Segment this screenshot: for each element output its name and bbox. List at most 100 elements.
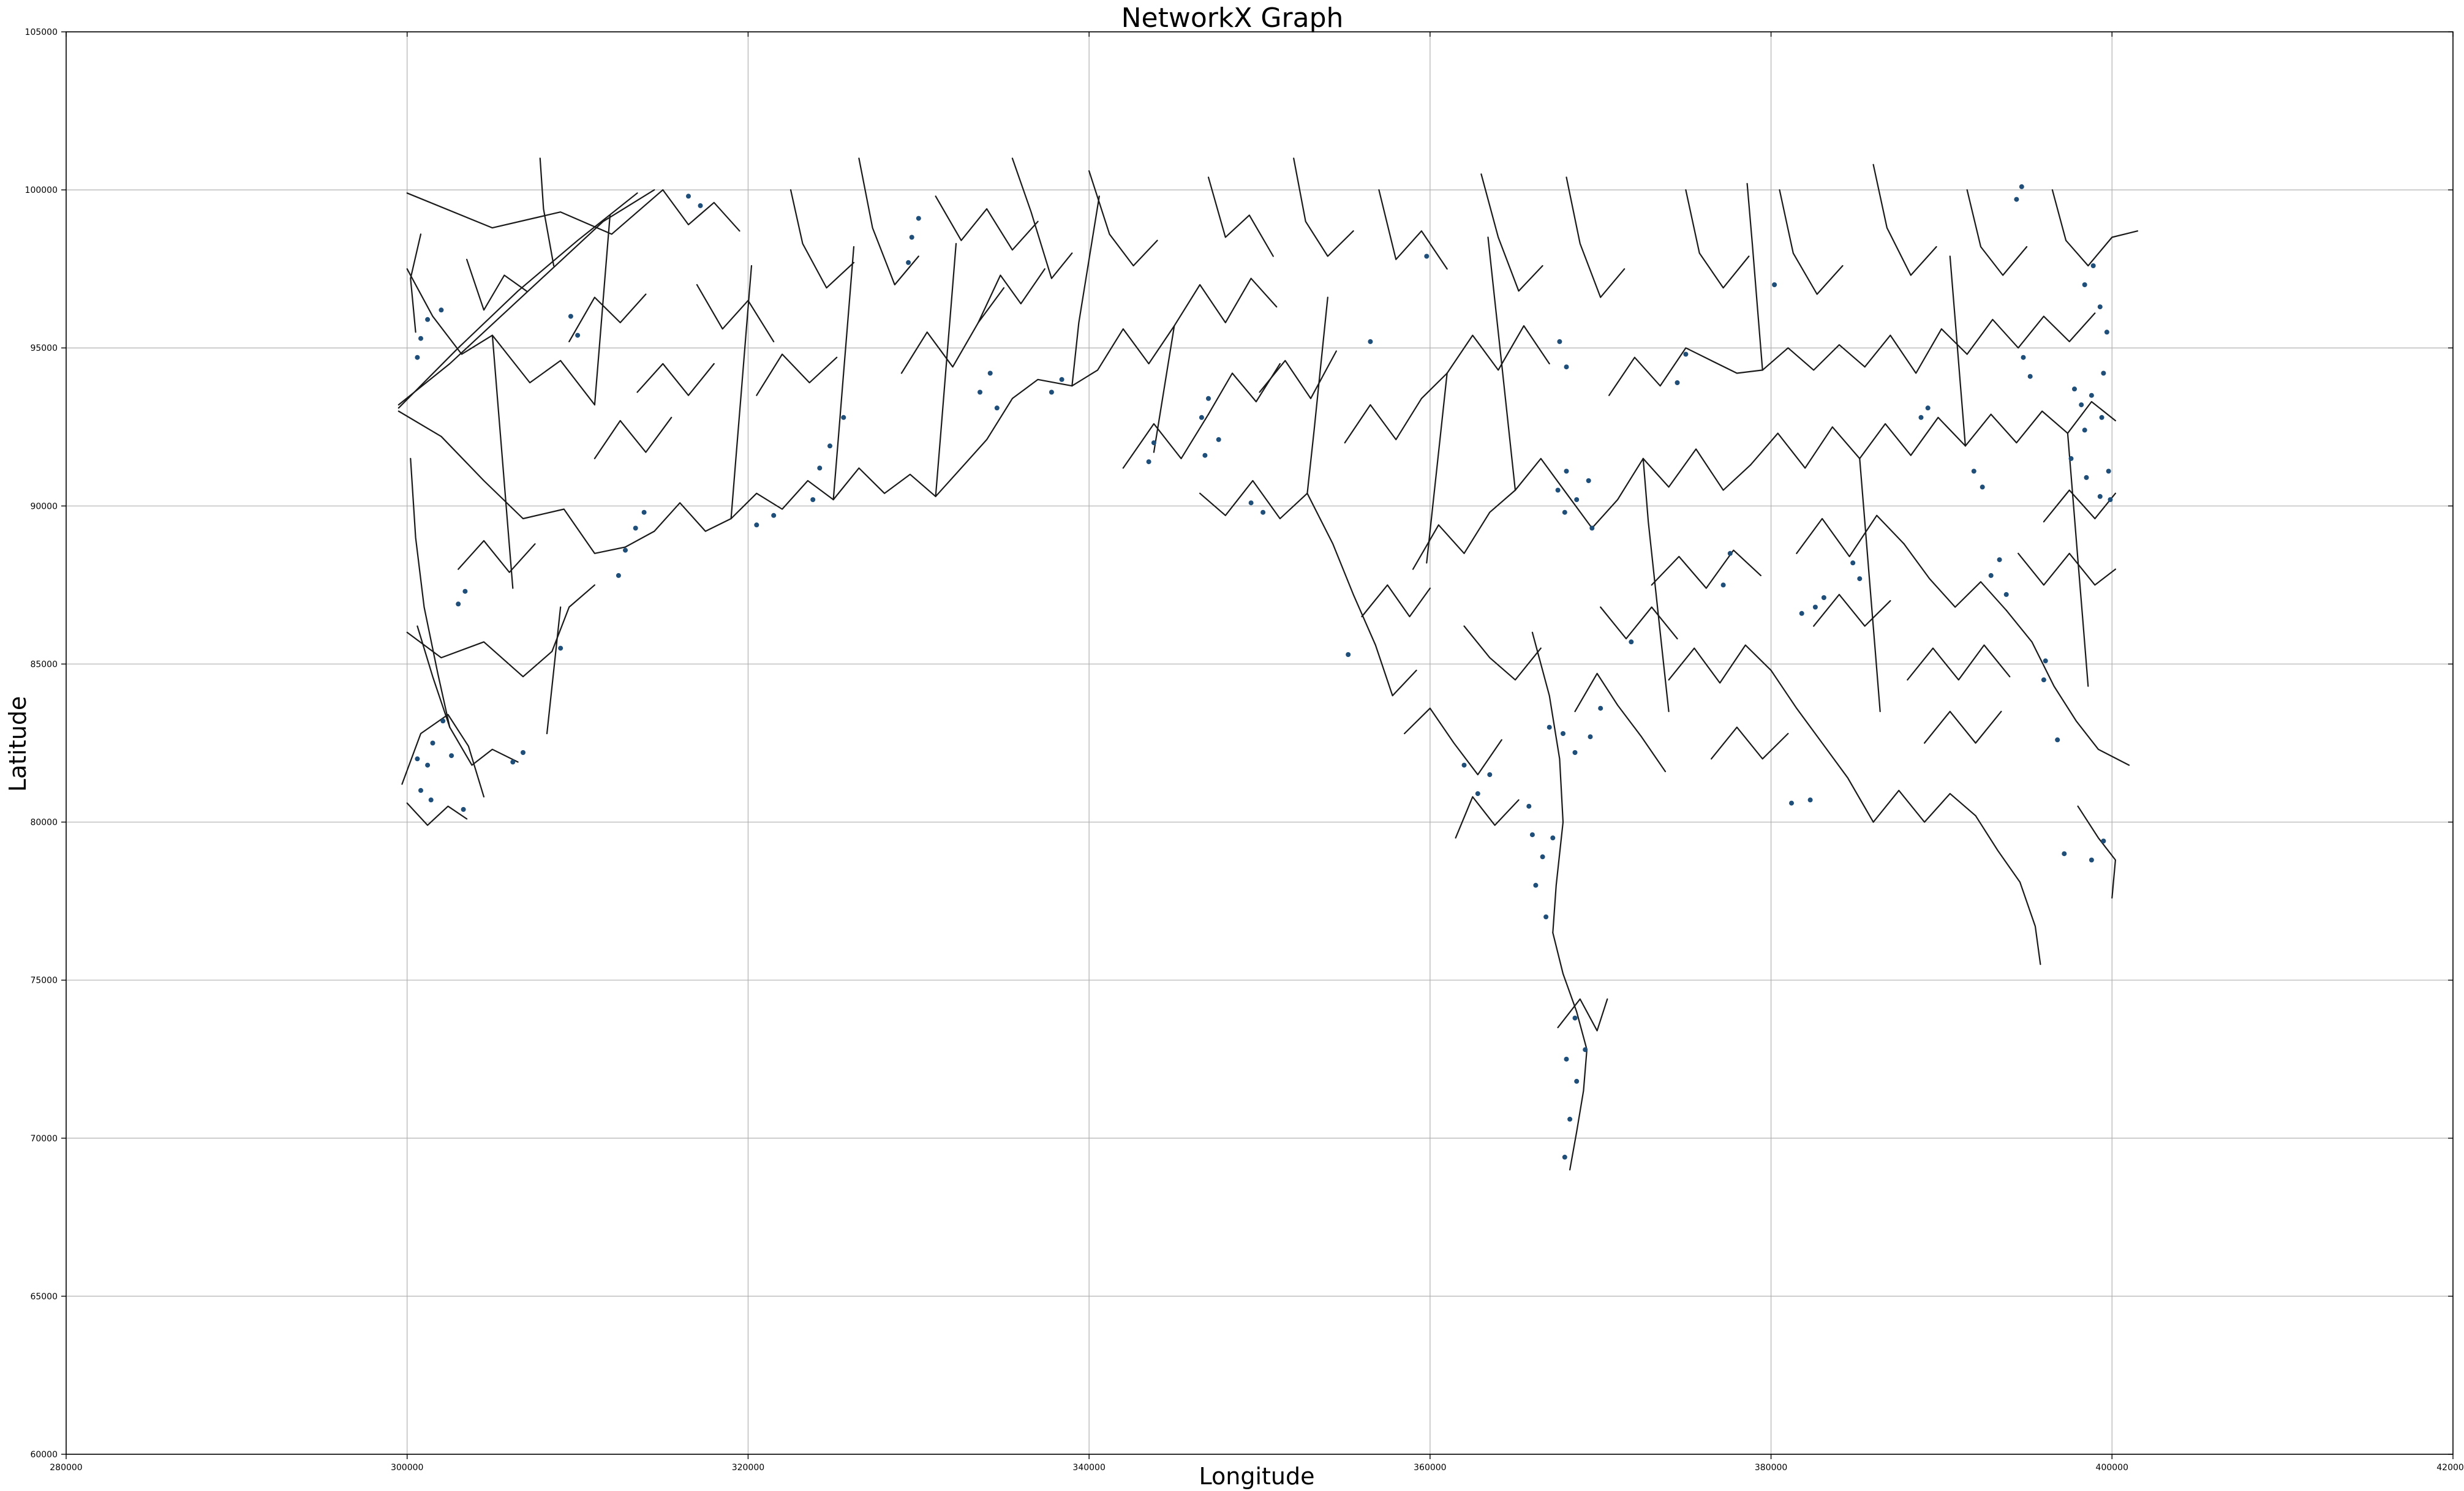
graph-edge	[1071, 325, 1175, 387]
graph-node	[1202, 453, 1208, 458]
graph-edge	[1514, 457, 1644, 529]
graph-node	[2019, 184, 2024, 189]
graph-edge	[1122, 413, 1210, 469]
graph-node	[2084, 475, 2089, 480]
graph-edge	[1711, 726, 1789, 760]
graph-edge	[1872, 789, 1976, 823]
graph-edge	[832, 246, 855, 501]
graph-node	[2106, 468, 2111, 474]
graph-node	[510, 759, 516, 765]
x-tick-label: 300000	[391, 1463, 423, 1473]
graph-node	[1475, 791, 1480, 797]
graph-node	[456, 601, 461, 607]
graph-node	[1997, 557, 2002, 563]
graph-edge	[1011, 157, 1073, 279]
graph-node	[1526, 803, 1532, 809]
graph-edge	[1174, 277, 1278, 327]
graph-node	[1564, 1056, 1569, 1062]
graph-edge	[1859, 457, 1881, 713]
graph-node	[1547, 724, 1552, 730]
graph-edge	[1966, 312, 2096, 355]
graph-edge	[2051, 189, 2139, 267]
graph-node	[2097, 304, 2103, 310]
x-tick-label: 420000	[2436, 1463, 2464, 1473]
graph-edge	[397, 192, 638, 409]
graph-node	[1216, 437, 1221, 442]
graph-edge	[1975, 815, 2041, 966]
graph-edge	[1907, 644, 2011, 681]
graph-node	[1555, 487, 1561, 493]
axes-frame	[66, 31, 2454, 1455]
graph-node	[623, 547, 628, 553]
graph-edge	[900, 287, 1005, 374]
graph-node	[425, 762, 431, 768]
graph-edge	[1344, 372, 1448, 444]
graph-edge	[1207, 176, 1274, 257]
graph-node	[2055, 737, 2060, 743]
graph-node	[641, 509, 647, 515]
graph-edge	[1455, 796, 1520, 839]
graph-node	[2082, 427, 2087, 433]
graph-edge	[1859, 416, 1966, 460]
graph-node	[1857, 576, 1863, 582]
graph-node	[909, 235, 914, 240]
graph-node	[1561, 731, 1565, 736]
x-tick-label: 340000	[1072, 1463, 1105, 1473]
graph-edge	[410, 457, 519, 766]
graph-edge	[568, 293, 647, 343]
graph-edge	[935, 195, 1039, 251]
x-tick-label: 280000	[50, 1463, 82, 1473]
y-tick-label: 60000	[30, 1450, 58, 1460]
graph-node	[1720, 582, 1726, 588]
graph-node	[2041, 677, 2046, 683]
graph-edge	[1480, 173, 1543, 292]
graph-node	[575, 332, 581, 338]
graph-edge	[1378, 189, 1448, 270]
graph-edge	[832, 378, 1073, 501]
graph-node	[1550, 835, 1556, 841]
graph-node	[430, 740, 435, 746]
graph-node	[418, 336, 423, 341]
graph-edge	[1872, 163, 1937, 276]
graph-edge	[401, 713, 485, 798]
graph-node	[415, 355, 420, 360]
graph-edge	[696, 284, 775, 343]
graph-node	[2062, 851, 2067, 857]
graph-edge	[1404, 707, 1502, 776]
graph-edge	[546, 606, 562, 735]
graph-node	[1049, 389, 1054, 395]
graph-edge	[1685, 189, 1750, 289]
graph-edge	[1306, 492, 1417, 697]
graph-node	[440, 718, 446, 724]
graph-node	[1540, 854, 1545, 860]
graph-node	[2082, 282, 2087, 287]
graph-node	[2068, 456, 2074, 461]
graph-node	[1564, 468, 1569, 474]
graph-node	[2014, 197, 2019, 202]
graph-edge	[1199, 479, 1308, 520]
graph-edge	[1761, 344, 1866, 371]
graph-edge	[410, 233, 422, 333]
graph-edge	[1487, 236, 1516, 491]
graph-node	[1812, 604, 1818, 610]
graph-edge	[1651, 549, 1761, 589]
x-tick-label: 380000	[1755, 1463, 1787, 1473]
graph-node	[2043, 658, 2048, 664]
graph-node	[1346, 652, 1351, 657]
graph-edge	[1668, 644, 1772, 684]
graph-node	[810, 497, 816, 502]
x-tick-label: 360000	[1414, 1463, 1446, 1473]
graph-node	[462, 588, 468, 594]
graph-edge	[2043, 489, 2116, 523]
graph-node	[1572, 1015, 1578, 1021]
graph-edge	[1924, 710, 2002, 744]
graph-node	[1368, 339, 1373, 344]
graph-node	[1199, 415, 1204, 420]
graph-edge	[1903, 543, 2007, 611]
graph-node	[2108, 497, 2113, 502]
graph-node	[449, 753, 454, 759]
graph-edge	[1770, 669, 1874, 823]
graph-edge	[1642, 457, 1670, 713]
graph-node	[2097, 494, 2103, 499]
plot-area	[397, 157, 2139, 1171]
